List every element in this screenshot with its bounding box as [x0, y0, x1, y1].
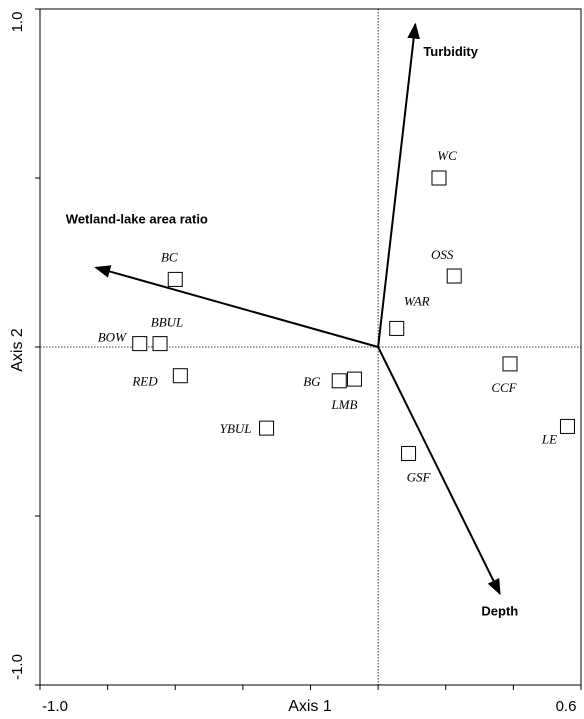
species-label: BG — [303, 374, 321, 389]
x-tick-label-max: 0.6 — [556, 698, 577, 715]
vector-arrow — [377, 22, 421, 348]
species-point — [259, 420, 275, 436]
species-label: GSF — [407, 469, 432, 484]
species-point — [389, 320, 405, 336]
species-label: YBUL — [220, 421, 252, 436]
vector-arrow — [94, 265, 379, 348]
environmental-vectors: Turbidity Wetland-lake area ratio Depth — [66, 22, 518, 619]
species-label: BOW — [98, 330, 127, 345]
species-label: LE — [541, 431, 557, 446]
species-label: WC — [437, 148, 457, 163]
species-label: BBUL — [151, 315, 184, 330]
species-point — [172, 368, 188, 384]
y-axis-title: Axis 2 — [9, 328, 26, 372]
vector-label: Depth — [481, 604, 518, 619]
vector-label: Wetland-lake area ratio — [66, 212, 208, 227]
species-label: BC — [161, 249, 178, 264]
species-label: CCF — [491, 380, 517, 395]
species-point — [331, 373, 347, 389]
y-tick-label-max: 1.0 — [9, 12, 26, 33]
species-point — [401, 445, 417, 461]
species-point — [132, 336, 148, 352]
species-label: LMB — [330, 397, 357, 412]
species-point — [559, 418, 575, 434]
vector-label: Turbidity — [423, 44, 478, 59]
x-axis-title: Axis 1 — [288, 698, 332, 715]
species-label: RED — [131, 374, 158, 389]
axis-ticks — [35, 8, 582, 690]
species-point — [346, 371, 362, 387]
species-label: WAR — [404, 293, 430, 308]
species-point — [502, 356, 518, 372]
species-label: OSS — [431, 247, 454, 262]
species-point — [446, 268, 462, 284]
y-tick-label-min: -1.0 — [9, 654, 26, 680]
reference-lines — [40, 9, 581, 685]
species-point — [167, 271, 183, 287]
x-tick-label-min: -1.0 — [42, 698, 68, 715]
species-point — [431, 170, 447, 186]
species-points: WC OSS WAR BC BBUL BOW RED BG LMB YBUL CCF LE GSF — [98, 148, 575, 484]
vector-arrow — [377, 346, 501, 596]
species-point — [152, 336, 168, 352]
